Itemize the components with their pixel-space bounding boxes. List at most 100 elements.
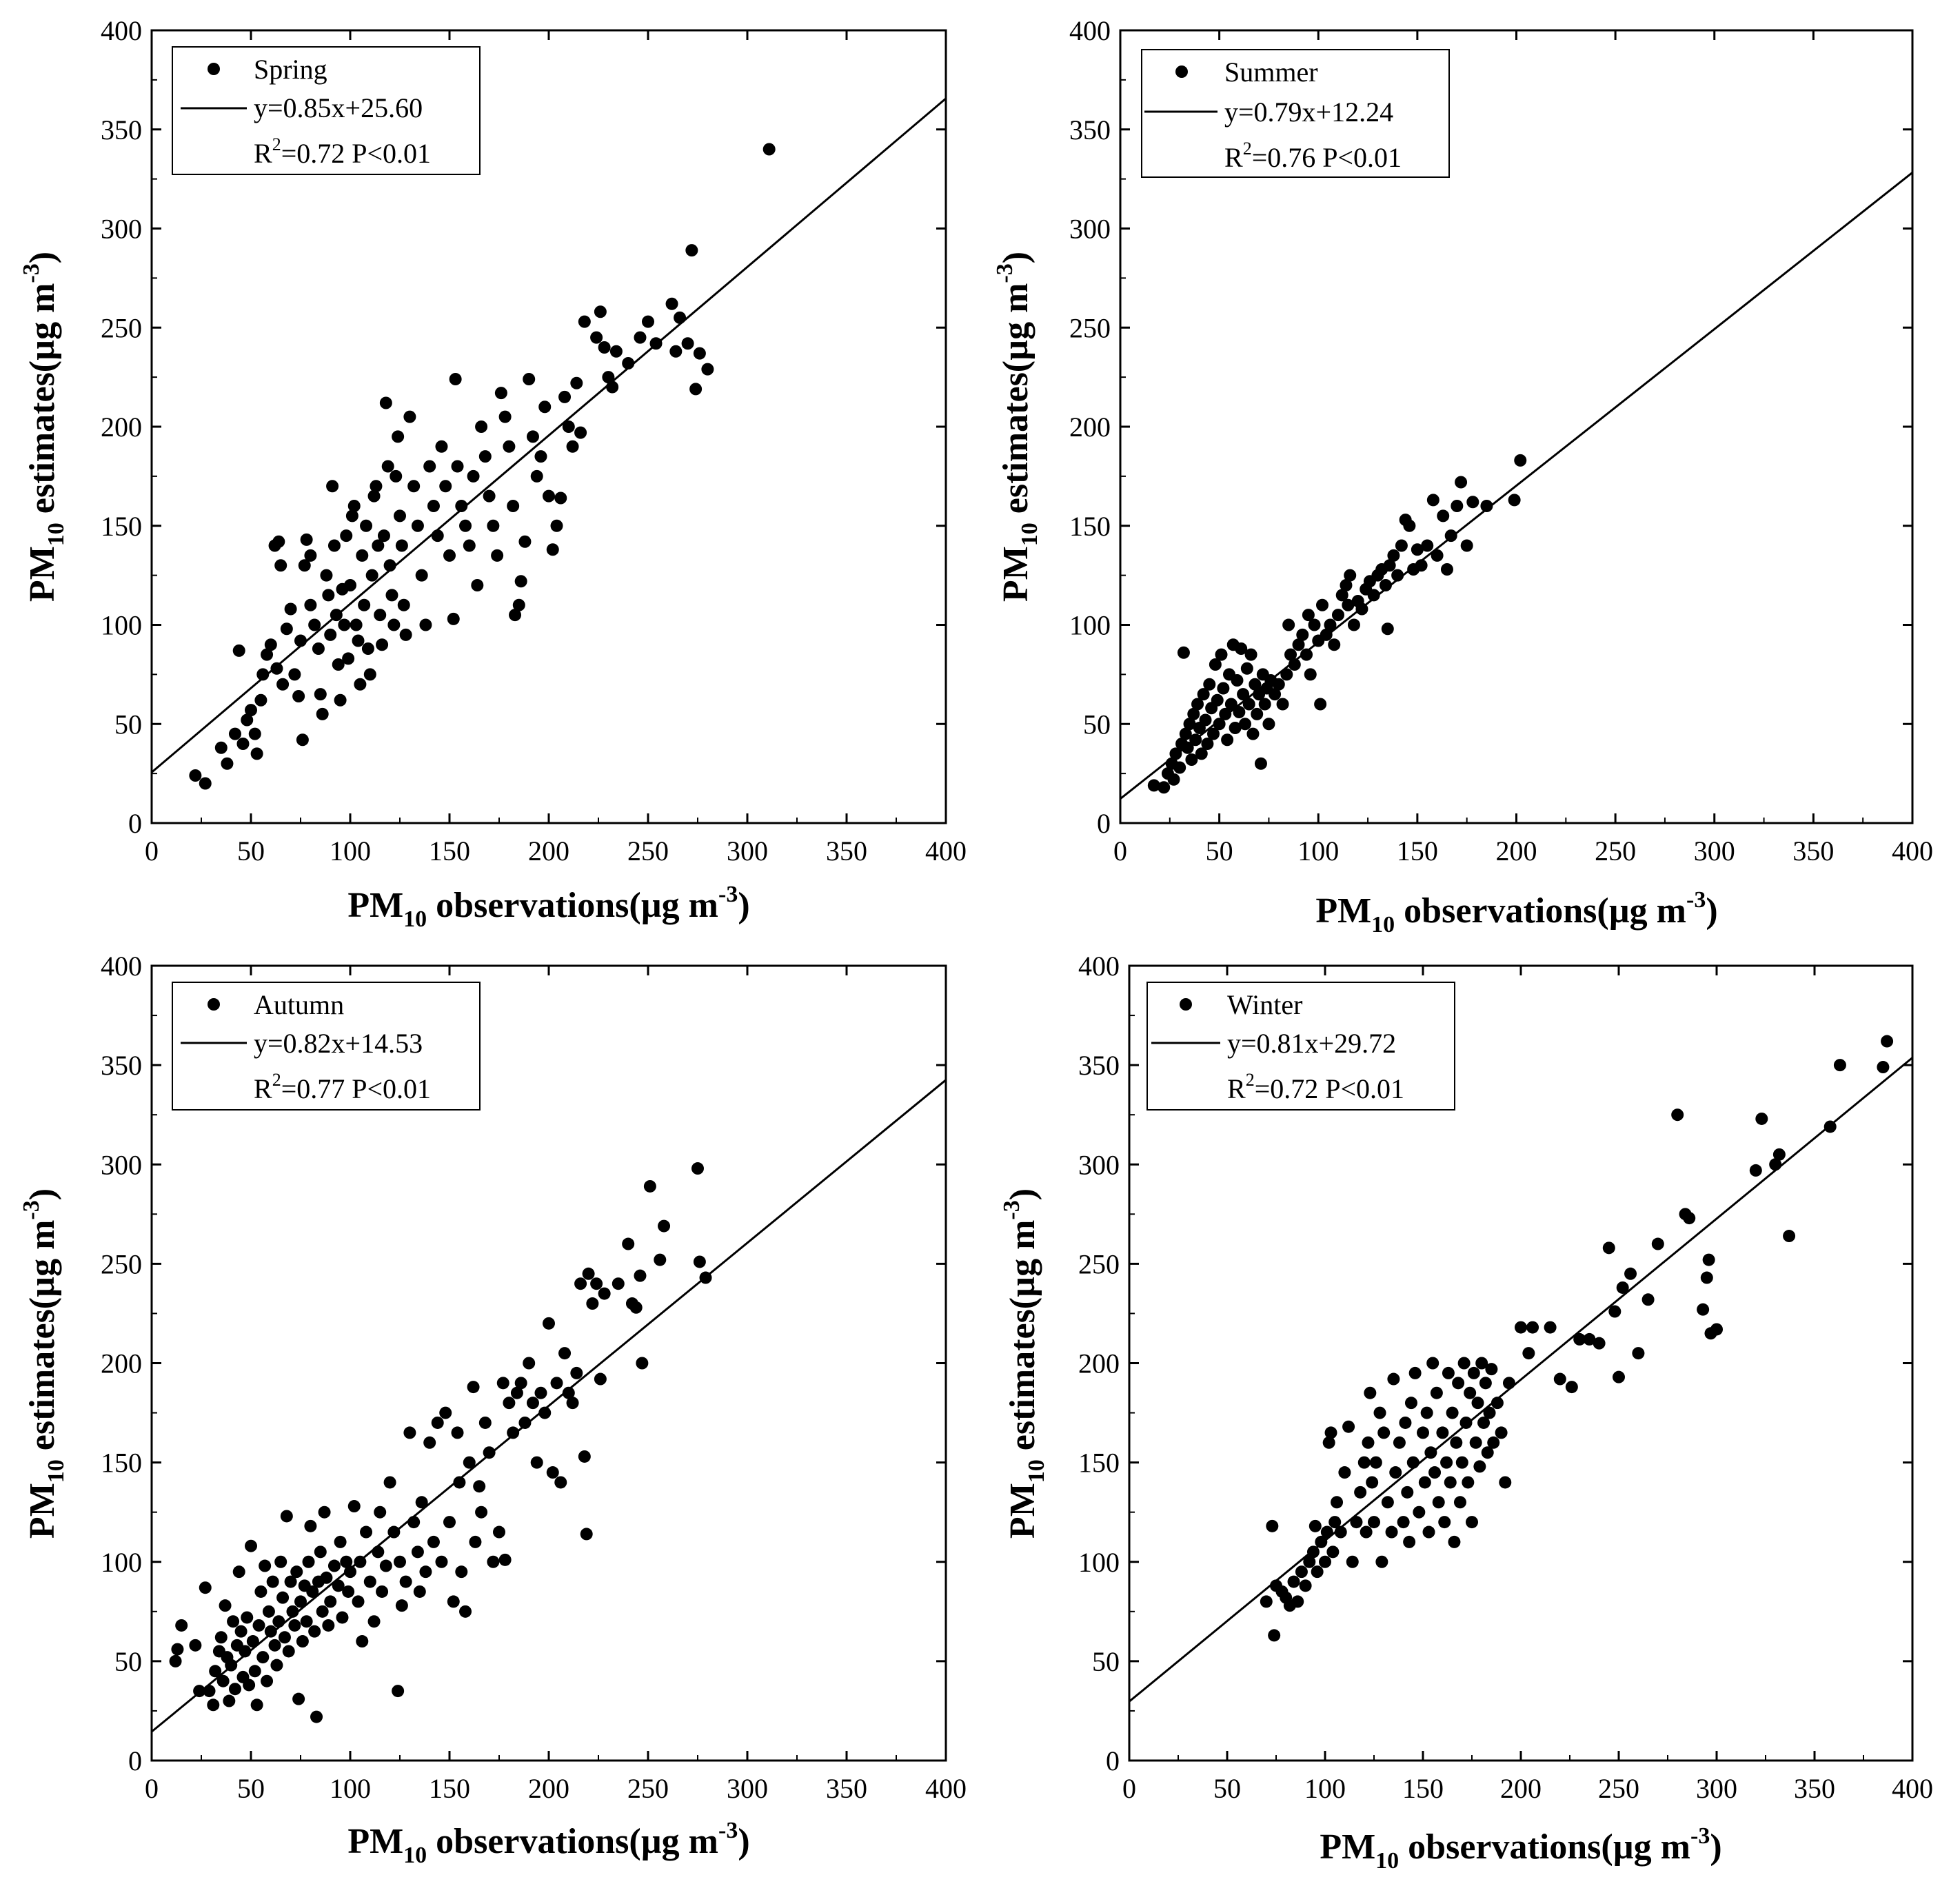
y-tick-label: 350 [101, 114, 142, 145]
data-point [1385, 1525, 1398, 1539]
y-axis-title-close: ) [1003, 1188, 1042, 1200]
data-point [266, 1575, 279, 1588]
data-point [469, 1535, 482, 1548]
data-point [1464, 1386, 1477, 1399]
x-axis-title-main: PM [1320, 1827, 1375, 1867]
data-point [259, 1559, 272, 1572]
data-point [1364, 1386, 1377, 1399]
data-point [467, 1381, 480, 1394]
data-point [344, 1565, 356, 1579]
data-point [199, 777, 212, 790]
data-point [334, 1535, 347, 1548]
data-point [558, 1347, 572, 1360]
x-tick-label: 50 [237, 835, 265, 866]
y-tick-label: 200 [101, 412, 142, 443]
data-point [1338, 1466, 1351, 1479]
data-point [1481, 1446, 1494, 1459]
data-point [304, 598, 317, 611]
data-point [1309, 1519, 1322, 1532]
data-point [427, 1535, 440, 1548]
x-tick-label: 400 [925, 1773, 967, 1804]
data-point [629, 1301, 643, 1314]
data-point [463, 1456, 476, 1469]
data-point [345, 509, 358, 523]
data-point [543, 1317, 555, 1330]
data-point [1375, 1555, 1388, 1568]
y-tick-label: 150 [101, 1448, 142, 1479]
fit-line [1120, 172, 1913, 800]
data-point [316, 1605, 329, 1618]
data-point [390, 469, 403, 483]
data-point [1408, 1366, 1422, 1379]
legend-r2-value: =0.76 P<0.01 [1252, 142, 1402, 173]
legend-equation: y=0.85x+25.60 [254, 92, 423, 123]
data-point [1326, 1545, 1340, 1559]
legend-series-label: Winter [1227, 989, 1302, 1020]
x-axis-title: PM10 observations(µg m-3) [347, 1818, 749, 1868]
x-axis-title-close: ) [738, 886, 749, 925]
data-point [1444, 1476, 1457, 1489]
data-point [270, 662, 283, 675]
data-point [1455, 1456, 1468, 1469]
data-point [294, 634, 307, 647]
data-point [314, 1545, 327, 1559]
y-tick-label: 350 [1069, 114, 1111, 145]
data-point [262, 1605, 275, 1618]
data-point [1320, 628, 1333, 641]
data-point [379, 1559, 392, 1572]
data-point [1444, 529, 1457, 543]
data-point [658, 1219, 671, 1233]
data-point [272, 1615, 285, 1628]
x-axis-title-close: ) [1710, 1827, 1721, 1867]
data-point [699, 1271, 712, 1284]
data-point [330, 609, 343, 622]
data-point [367, 1615, 381, 1628]
data-point [352, 1595, 365, 1608]
y-tick-label: 0 [128, 1745, 142, 1776]
y-tick-label: 50 [1092, 1646, 1120, 1677]
data-point [1183, 718, 1196, 731]
data-points [1260, 1035, 1894, 1642]
data-point [634, 331, 647, 344]
data-point [298, 559, 311, 572]
data-point [478, 450, 492, 463]
data-point [1565, 1381, 1578, 1394]
data-point [451, 1426, 464, 1439]
data-point [649, 337, 663, 350]
data-point [1362, 1436, 1375, 1449]
y-axis-title-sub: 10 [1017, 523, 1042, 546]
data-point [327, 1559, 341, 1572]
data-point [340, 1555, 353, 1568]
data-point [1177, 646, 1190, 659]
data-point [1254, 757, 1267, 770]
data-point [1641, 1293, 1655, 1306]
x-tick-label: 200 [1496, 835, 1537, 866]
data-point [1342, 1420, 1355, 1433]
x-axis-title: PM10 observations(µg m-3) [1315, 887, 1717, 937]
data-point [1487, 1436, 1500, 1449]
data-point [451, 460, 464, 473]
data-point [1697, 1303, 1710, 1316]
data-point [1300, 648, 1313, 661]
y-tick-label: 0 [1106, 1745, 1120, 1776]
data-point [385, 589, 398, 602]
legend-series-label: Summer [1224, 57, 1318, 88]
data-point [228, 1683, 241, 1696]
data-point [352, 634, 365, 647]
data-point [1499, 1476, 1512, 1489]
data-point [1508, 494, 1521, 507]
data-point [487, 1555, 500, 1568]
y-tick-label: 100 [1078, 1547, 1120, 1578]
data-point [1237, 688, 1250, 701]
data-point [1469, 1436, 1482, 1449]
data-point [1769, 1158, 1782, 1171]
data-point [538, 400, 552, 414]
data-point [431, 529, 444, 543]
data-point [1240, 662, 1253, 675]
x-axis-title-sup: -3 [718, 882, 738, 907]
data-point [578, 1450, 591, 1463]
data-point [1393, 1436, 1406, 1449]
data-point [261, 648, 274, 661]
data-point [523, 1357, 536, 1370]
data-point [363, 668, 376, 681]
